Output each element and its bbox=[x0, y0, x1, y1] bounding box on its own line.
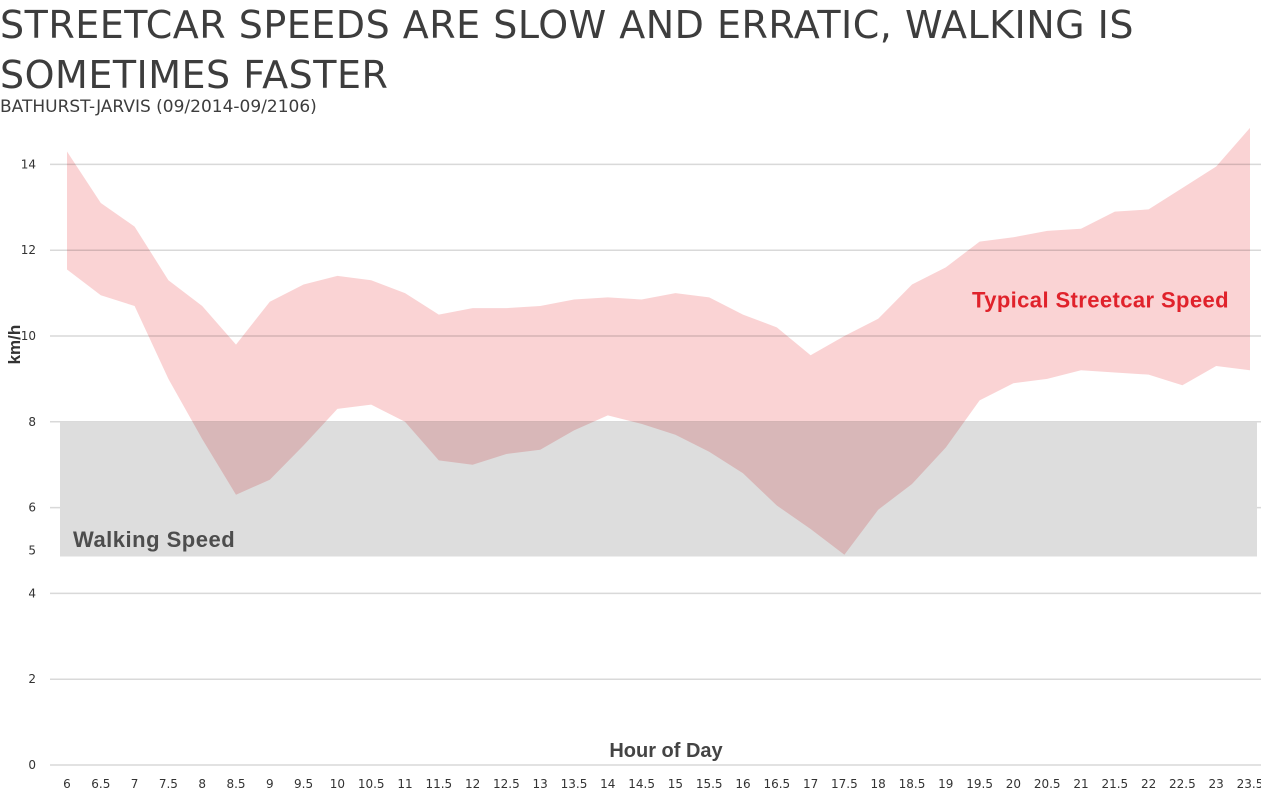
x-tick-label: 14.5 bbox=[628, 777, 655, 791]
x-tick-label: 21.5 bbox=[1101, 777, 1128, 791]
x-tick-label: 12 bbox=[465, 777, 480, 791]
x-tick-label: 19 bbox=[938, 777, 953, 791]
x-tick-label: 18 bbox=[871, 777, 886, 791]
x-tick-label: 19.5 bbox=[966, 777, 993, 791]
y-tick-label: 6 bbox=[28, 501, 36, 515]
x-axis-label: Hour of Day bbox=[609, 740, 723, 762]
x-tick-label: 10 bbox=[330, 777, 345, 791]
x-tick-label: 23.5 bbox=[1237, 777, 1261, 791]
x-tick-label: 14 bbox=[600, 777, 615, 791]
y-tick-label: 5 bbox=[28, 544, 36, 558]
x-tick-label: 12.5 bbox=[493, 777, 520, 791]
y-tick-label: 10 bbox=[21, 329, 36, 343]
x-tick-label: 20 bbox=[1006, 777, 1021, 791]
x-tick-label: 23 bbox=[1209, 777, 1224, 791]
x-tick-label: 22 bbox=[1141, 777, 1156, 791]
x-tick-label: 6.5 bbox=[91, 777, 110, 791]
chart-subtitle: BATHURST-JARVIS (09/2014-09/2106) bbox=[0, 97, 317, 117]
streetcar-speed-label: Typical Streetcar Speed bbox=[972, 288, 1229, 313]
chart-title: STREETCAR SPEEDS ARE SLOW AND ERRATIC, W… bbox=[0, 3, 1135, 97]
x-tick-label: 11 bbox=[397, 777, 412, 791]
y-tick-label: 0 bbox=[28, 758, 36, 772]
x-tick-label: 15.5 bbox=[696, 777, 723, 791]
walking-speed-label: Walking Speed bbox=[73, 527, 235, 552]
x-tick-label: 21 bbox=[1073, 777, 1088, 791]
x-tick-label: 11.5 bbox=[425, 777, 452, 791]
x-tick-label: 10.5 bbox=[358, 777, 385, 791]
x-tick-label: 6 bbox=[63, 777, 71, 791]
x-tick-label: 17 bbox=[803, 777, 818, 791]
x-tick-label: 9 bbox=[266, 777, 274, 791]
y-tick-labels: 0 2 4 5 6 8 10 12 14 bbox=[21, 157, 36, 772]
x-tick-label: 22.5 bbox=[1169, 777, 1196, 791]
x-tick-label: 8.5 bbox=[226, 777, 245, 791]
x-tick-label: 18.5 bbox=[899, 777, 926, 791]
x-tick-label: 13.5 bbox=[561, 777, 588, 791]
x-tick-label: 17.5 bbox=[831, 777, 858, 791]
x-tick-label: 9.5 bbox=[294, 777, 313, 791]
x-tick-label: 13 bbox=[533, 777, 548, 791]
y-axis-label: km/h bbox=[5, 325, 24, 365]
x-tick-labels: 6 6.5 7 7.5 8 8.5 9 9.5 10 10.5 11 11.5 12 12.5 13 13.5… bbox=[63, 777, 1261, 791]
y-tick-label: 4 bbox=[28, 586, 36, 600]
y-tick-label: 14 bbox=[21, 157, 36, 171]
x-tick-label: 8 bbox=[198, 777, 206, 791]
x-tick-label: 7 bbox=[131, 777, 139, 791]
x-tick-label: 20.5 bbox=[1034, 777, 1061, 791]
x-tick-label: 16 bbox=[735, 777, 750, 791]
x-tick-label: 15 bbox=[668, 777, 683, 791]
x-tick-label: 7.5 bbox=[159, 777, 178, 791]
streetcar-speed-area bbox=[67, 127, 1250, 555]
y-tick-label: 2 bbox=[28, 672, 36, 686]
x-tick-label: 16.5 bbox=[763, 777, 790, 791]
y-tick-label: 8 bbox=[28, 415, 36, 429]
y-tick-label: 12 bbox=[21, 243, 36, 257]
